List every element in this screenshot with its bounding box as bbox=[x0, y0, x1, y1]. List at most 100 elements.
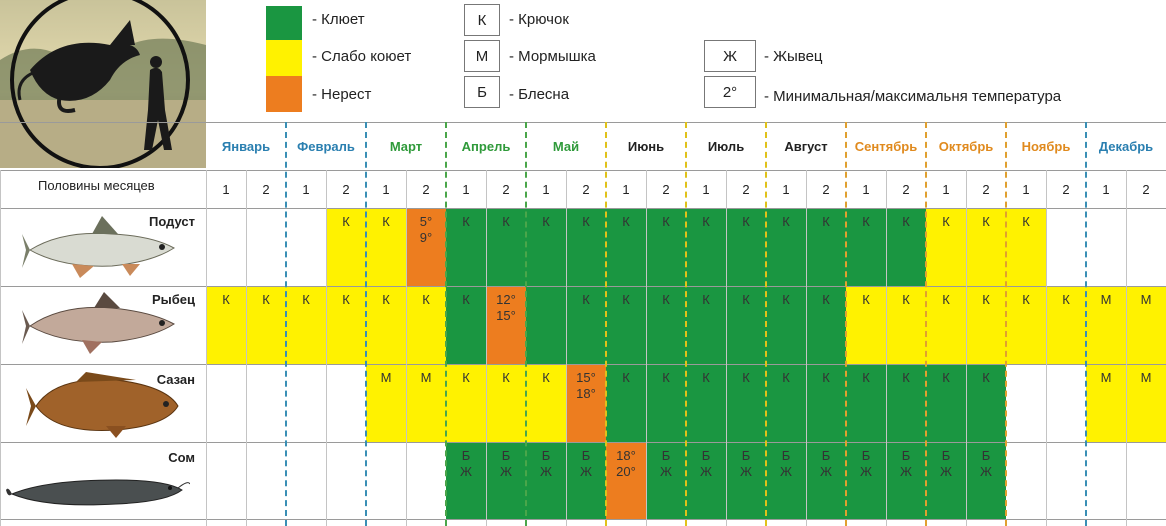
cell-mark: К bbox=[302, 292, 310, 307]
month-3: Март bbox=[389, 138, 423, 154]
cell-sazan-8: К bbox=[486, 364, 526, 442]
cell-mark: Б bbox=[981, 448, 991, 463]
cell-mark: К bbox=[982, 292, 990, 307]
cell-mark: К bbox=[582, 214, 590, 229]
cell-rybets-14: К bbox=[726, 286, 766, 364]
cell-rybets-3: К bbox=[286, 286, 326, 364]
half-24: 2 bbox=[1142, 181, 1150, 197]
cell-mark: К bbox=[342, 292, 350, 307]
cell-sazan-20: К bbox=[966, 364, 1006, 442]
cell-mark: Ж bbox=[459, 464, 472, 479]
cell-som-24 bbox=[1126, 442, 1166, 520]
cell-rybets-12: К bbox=[646, 286, 686, 364]
grid-vline-15 bbox=[806, 170, 807, 526]
cell-podust-6: 5° 9° bbox=[406, 208, 446, 286]
cell-mark: Б bbox=[861, 448, 871, 463]
cell-podust-10: К bbox=[566, 208, 606, 286]
cell-podust-9: К bbox=[526, 208, 566, 286]
grid-vline-17 bbox=[886, 170, 887, 526]
halves-label: Половины месяцев bbox=[38, 178, 155, 193]
grid-vline-1 bbox=[246, 170, 247, 526]
cell-mark: К bbox=[222, 292, 230, 307]
cell-mark: Ж bbox=[699, 464, 712, 479]
cell-mark: М bbox=[1140, 292, 1152, 307]
cell-podust-23 bbox=[1086, 208, 1126, 286]
month-separator-6 bbox=[685, 122, 687, 526]
cell-sazan-15: К bbox=[766, 364, 806, 442]
month-11: Ноябрь bbox=[1021, 138, 1071, 154]
fish-name-sazan: Сазан bbox=[156, 372, 195, 387]
half-7: 1 bbox=[462, 181, 470, 197]
cell-mark: К bbox=[1062, 292, 1070, 307]
cell-mark: Б bbox=[901, 448, 911, 463]
half-3: 1 bbox=[302, 181, 310, 197]
cell-mark: К bbox=[822, 214, 830, 229]
cell-sazan-3 bbox=[286, 364, 326, 442]
cell-podust-4: К bbox=[326, 208, 366, 286]
cell-rybets-6: К bbox=[406, 286, 446, 364]
cell-mark: К bbox=[862, 292, 870, 307]
half-22: 2 bbox=[1062, 181, 1070, 197]
cell-mark: Б bbox=[701, 448, 711, 463]
grid-vline-3 bbox=[326, 170, 327, 526]
grid-vline-5 bbox=[406, 170, 407, 526]
cell-sazan-10: 15° 18° bbox=[566, 364, 606, 442]
cell-rybets-20: К bbox=[966, 286, 1006, 364]
month-separator-5 bbox=[605, 122, 607, 526]
cell-rybets-5: К bbox=[366, 286, 406, 364]
grid-hline-6 bbox=[0, 442, 1166, 443]
cell-sazan-18: К bbox=[886, 364, 926, 442]
cell-mark: К bbox=[702, 370, 710, 385]
cell-mark: К bbox=[382, 292, 390, 307]
cell-mark: К bbox=[422, 292, 430, 307]
cell-som-2 bbox=[246, 442, 286, 520]
cell-podust-12: К bbox=[646, 208, 686, 286]
month-separator-11 bbox=[1085, 122, 1087, 526]
cell-som-23 bbox=[1086, 442, 1126, 520]
cell-rybets-16: К bbox=[806, 286, 846, 364]
cell-mark: К bbox=[622, 370, 630, 385]
cell-mark: К bbox=[902, 370, 910, 385]
bite-swatch bbox=[266, 6, 302, 42]
cell-mark: К bbox=[702, 292, 710, 307]
cell-mark: Ж bbox=[779, 464, 792, 479]
cell-mark: М bbox=[1140, 370, 1152, 385]
cell-mark: К bbox=[902, 214, 910, 229]
temperature-symbol: 2° bbox=[704, 76, 756, 108]
cell-mark: Ж bbox=[499, 464, 512, 479]
month-10: Октябрь bbox=[938, 138, 994, 154]
cell-sazan-7: К bbox=[446, 364, 486, 442]
month-separator-2 bbox=[365, 122, 367, 526]
cell-rybets-19: К bbox=[926, 286, 966, 364]
cell-rybets-1: К bbox=[206, 286, 246, 364]
month-2: Февраль bbox=[297, 138, 355, 154]
cell-mark: Ж bbox=[739, 464, 752, 479]
rybets-fish-icon bbox=[22, 292, 175, 354]
jig-symbol: М bbox=[464, 40, 500, 72]
cell-mark: 20° bbox=[616, 464, 636, 479]
half-4: 2 bbox=[342, 181, 350, 197]
month-separator-8 bbox=[845, 122, 847, 526]
grid-vline-left bbox=[0, 170, 1, 526]
cell-sazan-14: К bbox=[726, 364, 766, 442]
half-12: 2 bbox=[662, 181, 670, 197]
grid-vline-9 bbox=[566, 170, 567, 526]
cell-podust-22 bbox=[1046, 208, 1086, 286]
month-8: Август bbox=[784, 138, 828, 154]
cell-mark: К bbox=[502, 214, 510, 229]
legend-weak: - Слабо коюет bbox=[312, 48, 412, 65]
grid-vline-11 bbox=[646, 170, 647, 526]
cell-som-4 bbox=[326, 442, 366, 520]
cell-mark: К bbox=[982, 370, 990, 385]
cell-podust-3 bbox=[286, 208, 326, 286]
cell-mark: К bbox=[662, 370, 670, 385]
grid-hline-3 bbox=[0, 208, 1166, 209]
half-8: 2 bbox=[502, 181, 510, 197]
